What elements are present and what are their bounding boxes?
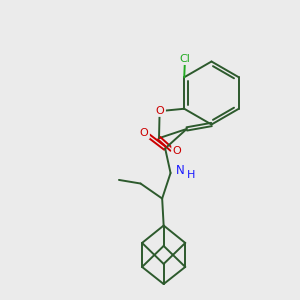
Text: O: O [140, 128, 148, 138]
Text: O: O [172, 146, 182, 156]
Text: Cl: Cl [179, 54, 190, 64]
Text: H: H [187, 170, 195, 180]
Text: N: N [176, 164, 184, 176]
Text: O: O [156, 106, 165, 116]
